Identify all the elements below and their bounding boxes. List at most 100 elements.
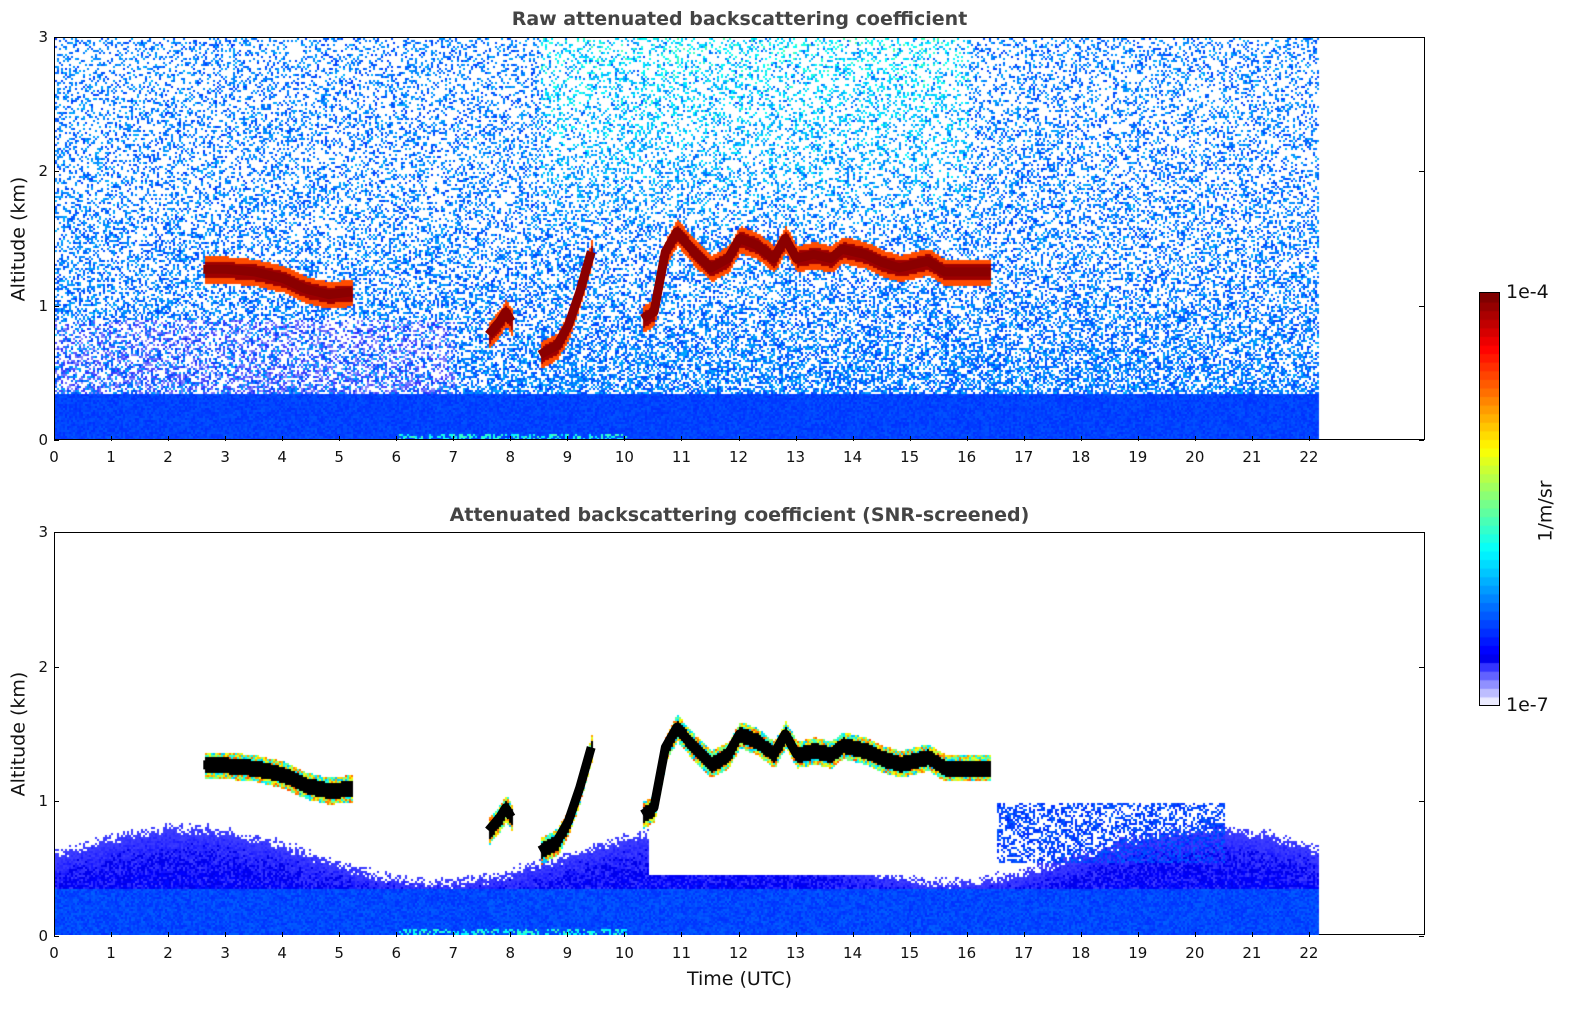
- y-tick: [54, 440, 59, 441]
- x-tick: [510, 932, 512, 937]
- y-tick: [1419, 936, 1424, 937]
- x-tick: [852, 436, 854, 441]
- cloud-layer-1: [203, 760, 353, 795]
- x-tick: [681, 436, 683, 441]
- cloud-layer-3: [537, 746, 596, 855]
- x-tick-label: 10: [614, 448, 634, 466]
- x-tick-label: 19: [1128, 448, 1148, 466]
- x-tick: [624, 436, 626, 441]
- x-tick: [795, 932, 797, 937]
- x-tick-label: 13: [785, 448, 806, 466]
- x-tick-label: 16: [957, 448, 977, 466]
- x-tick-label: 21: [1242, 944, 1262, 962]
- y-tick: [54, 801, 59, 803]
- x-tick-label: 7: [448, 448, 459, 466]
- y-tick-label: 1: [38, 296, 48, 315]
- x-tick: [738, 436, 740, 441]
- x-tick: [453, 932, 455, 937]
- y-tick: [54, 666, 59, 668]
- x-tick: [396, 436, 398, 441]
- x-tick: [852, 932, 854, 937]
- x-tick: [111, 932, 113, 937]
- x-tick-label: 20: [1185, 448, 1205, 466]
- x-tick-label: 18: [1071, 944, 1091, 962]
- x-tick-label: 5: [334, 944, 344, 962]
- y-tick-label: 3: [38, 28, 48, 46]
- x-tick-label: 16: [957, 944, 977, 962]
- colorbar: [1479, 292, 1500, 706]
- x-tick-label: 11: [671, 944, 691, 962]
- colorbar-unit-label: 1/m/sr: [1534, 480, 1557, 542]
- x-tick: [1080, 932, 1082, 937]
- y-tick-label: 2: [38, 162, 48, 181]
- x-tick-label: 1: [106, 448, 116, 466]
- y-tick-label: 0: [38, 431, 48, 449]
- y-tick: [1419, 37, 1424, 38]
- y-tick-label: 0: [38, 927, 48, 945]
- x-tick: [453, 436, 455, 441]
- x-tick: [339, 932, 341, 937]
- y-tick: [54, 305, 59, 307]
- x-tick-label: 22: [1299, 944, 1319, 962]
- x-tick-label: 13: [785, 944, 806, 962]
- x-tick-label: 14: [843, 448, 863, 466]
- x-tick-label: 20: [1185, 944, 1205, 962]
- x-tick-label: 15: [900, 944, 920, 962]
- y-tick: [1419, 801, 1424, 803]
- x-tick: [909, 932, 911, 937]
- x-tick: [909, 436, 911, 441]
- x-tick-label: 0: [49, 448, 59, 466]
- cloud-layer-4: [640, 227, 991, 323]
- x-tick-label: 21: [1242, 448, 1262, 466]
- top-plot-axes: [54, 37, 1425, 440]
- x-tick: [1023, 932, 1025, 937]
- y-tick: [1419, 532, 1424, 533]
- x-tick: [282, 436, 284, 441]
- x-tick-label: 12: [728, 944, 749, 962]
- x-tick: [567, 436, 569, 441]
- x-tick-label: 14: [843, 944, 863, 962]
- x-tick-label: 5: [334, 448, 344, 466]
- cloud-layer-4: [640, 722, 991, 819]
- x-tick: [225, 436, 227, 441]
- x-tick: [738, 932, 740, 937]
- x-tick: [54, 932, 55, 937]
- x-tick-label: 15: [900, 448, 920, 466]
- y-tick: [54, 171, 59, 173]
- colorbar-max-label: 1e-4: [1506, 281, 1549, 303]
- y-tick: [1419, 305, 1424, 307]
- x-tick: [624, 932, 626, 937]
- x-tick: [168, 436, 170, 441]
- y-tick: [54, 936, 59, 937]
- x-tick-label: 12: [728, 448, 749, 466]
- y-tick-label: 3: [38, 523, 48, 541]
- cloud-layer-3: [537, 250, 596, 359]
- x-tick-label: 7: [448, 944, 459, 962]
- x-tick-label: 8: [505, 944, 516, 962]
- y-tick: [1419, 666, 1424, 668]
- x-tick: [510, 436, 512, 441]
- x-tick-label: 6: [391, 448, 402, 466]
- x-tick: [1023, 436, 1025, 441]
- y-tick: [1419, 440, 1424, 441]
- top-y-axis-label: Altitude (km): [7, 176, 30, 302]
- x-tick-label: 1: [106, 944, 116, 962]
- x-tick: [111, 436, 113, 441]
- x-tick: [282, 932, 284, 937]
- x-tick: [1137, 436, 1139, 441]
- x-tick-label: 3: [220, 448, 230, 466]
- y-tick: [54, 37, 59, 38]
- x-tick-label: 0: [49, 944, 59, 962]
- x-tick: [1137, 932, 1139, 937]
- x-tick: [1308, 932, 1310, 937]
- x-tick: [966, 436, 968, 441]
- x-tick: [396, 932, 398, 937]
- cloud-layer-1: [203, 264, 353, 300]
- colorbar-min-label: 1e-7: [1506, 694, 1549, 716]
- x-tick: [168, 932, 170, 937]
- x-tick-label: 3: [220, 944, 230, 962]
- y-tick: [1419, 171, 1424, 173]
- x-tick: [54, 436, 55, 441]
- x-tick: [966, 932, 968, 937]
- bottom-y-axis-label: Altitude (km): [7, 671, 30, 797]
